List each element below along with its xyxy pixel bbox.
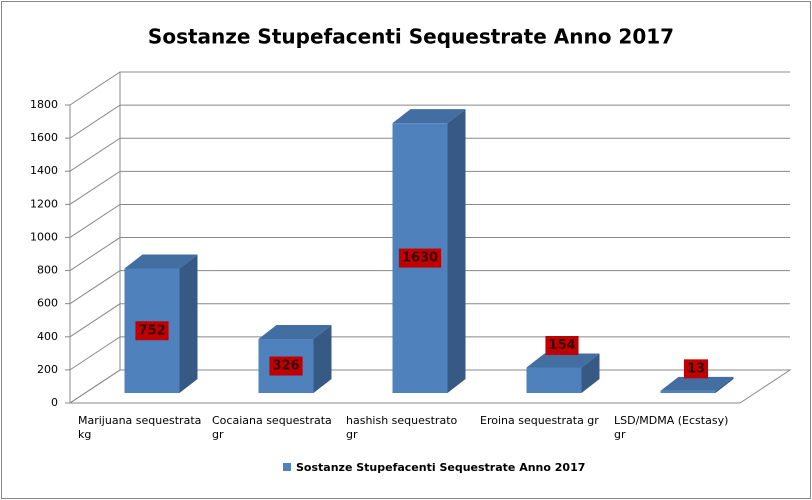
data-label-box [398, 248, 442, 268]
x-tick-label: Cocaiana sequestrata gr [212, 414, 332, 441]
data-label-box [683, 359, 709, 379]
bar-side [313, 325, 332, 393]
x-tick-label: LSD/MDMA (Ecstasy) gr [614, 414, 729, 441]
bar-top [526, 353, 600, 368]
y-tick-label: 800 [37, 264, 58, 277]
chart-title: Sostanze Stupefacenti Sequestrate Anno 2… [148, 25, 674, 49]
data-label: 154 [548, 338, 575, 353]
y-tick-label: 1000 [30, 230, 58, 243]
data-label-box [269, 356, 303, 376]
bar-top [392, 109, 466, 124]
data-label: 1630 [402, 251, 438, 266]
bar-top [258, 325, 332, 340]
y-tick-label: 600 [37, 297, 58, 310]
data-label: 326 [272, 359, 299, 374]
y-tick-label: 0 [51, 396, 58, 409]
bar-side [179, 254, 198, 393]
grid-line [69, 71, 790, 106]
bar-side [447, 109, 466, 394]
bar-top [660, 376, 734, 391]
y-tick-label: 1200 [30, 197, 58, 210]
y-tick-label: 1600 [30, 131, 58, 144]
x-tick-label: hashish sequestrato gr [346, 414, 458, 441]
x-tick-label: Marijuana sequestrata kg [78, 414, 202, 441]
bar-top [124, 254, 198, 269]
data-label: 752 [138, 323, 165, 338]
legend-swatch [283, 463, 291, 471]
data-label-box [135, 321, 169, 341]
bar [526, 367, 582, 393]
bar [660, 390, 716, 393]
data-label: 13 [687, 361, 705, 376]
y-tick-label: 200 [37, 363, 58, 376]
y-tick-label: 1400 [30, 164, 58, 177]
bar-side [581, 353, 600, 393]
data-label-box [545, 336, 579, 356]
x-tick-label: Eroina sequestrata gr [480, 414, 599, 427]
y-tick-label: 1800 [30, 98, 58, 111]
y-tick-label: 400 [37, 330, 58, 343]
legend-label: Sostanze Stupefacenti Sequestrate Anno 2… [296, 461, 585, 474]
bar-side [715, 376, 734, 393]
